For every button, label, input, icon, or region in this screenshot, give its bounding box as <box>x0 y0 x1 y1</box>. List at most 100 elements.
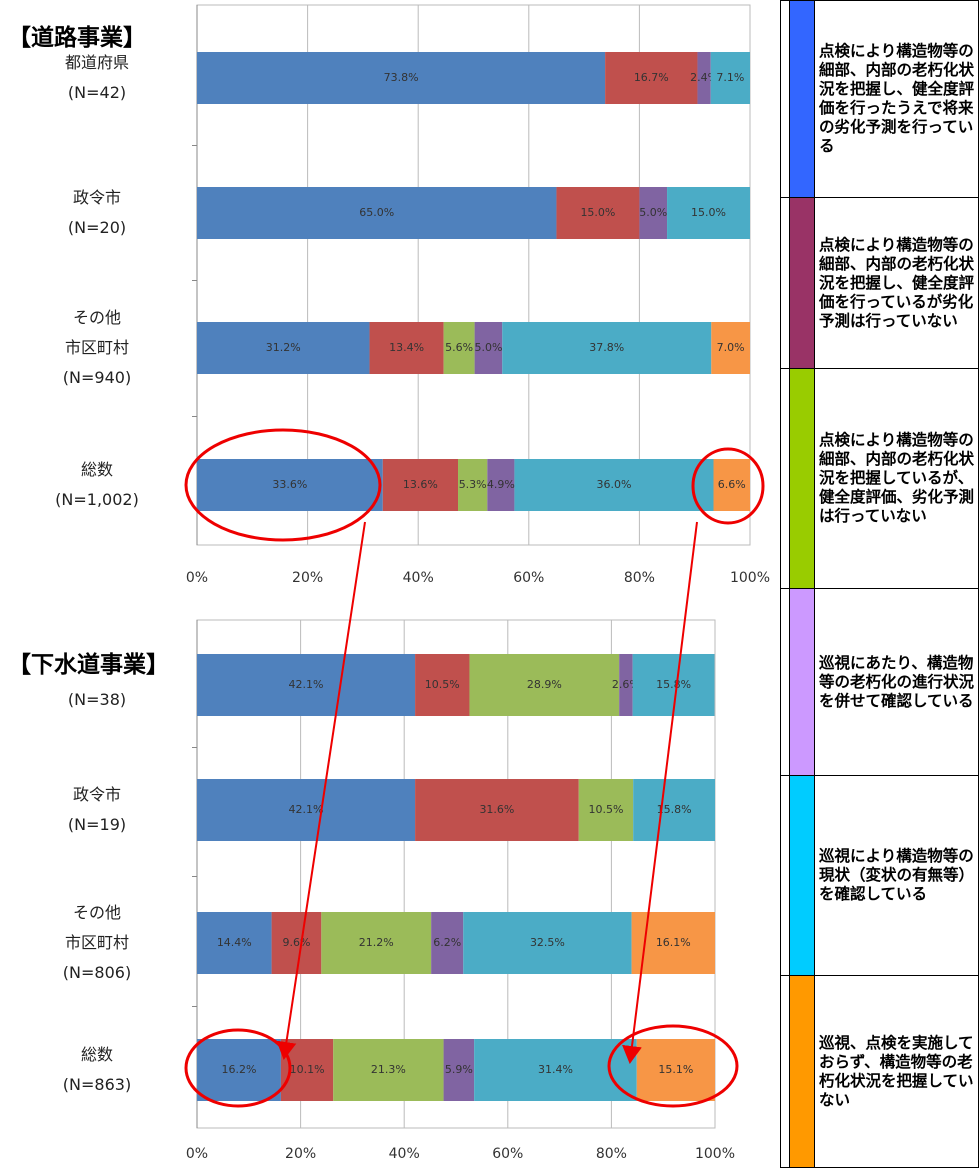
bar-segment <box>667 187 750 239</box>
x-tick-label: 0% <box>186 1146 208 1162</box>
bar-segment <box>197 52 606 104</box>
data-label: 5.0% <box>474 341 502 354</box>
legend-entry: 点検により構造物等の細部、内部の老朽化状況を把握し、健全度評価を行っているが劣化… <box>780 197 979 369</box>
legend-swatch <box>789 589 815 775</box>
data-label: 7.1% <box>716 71 744 84</box>
bar-segment <box>619 654 633 716</box>
x-tick-label: 40% <box>403 570 434 586</box>
bar-segment <box>382 459 459 511</box>
data-label: 15.0% <box>580 206 615 219</box>
x-tick-label: 0% <box>186 570 208 586</box>
legend-label: 巡視にあたり、構造物等の老朽化の進行状況を併せて確認している <box>819 653 975 710</box>
x-tick-label: 20% <box>292 570 323 586</box>
legend-swatch <box>789 976 815 1167</box>
bar-segment <box>605 52 698 104</box>
data-label: 5.0% <box>639 206 667 219</box>
data-label: 15.0% <box>691 206 726 219</box>
data-label: 15.1% <box>658 1063 693 1076</box>
data-label: 6.2% <box>433 936 461 949</box>
legend-entry: 巡視により構造物等の現状（変状の有無等）を確認している <box>780 775 979 976</box>
legend-label: 点検により構造物等の細部、内部の老朽化状況を把握しているが、健全度評価、劣化予測… <box>819 431 975 525</box>
bar-segment <box>415 654 470 716</box>
bar-segment <box>443 322 475 374</box>
x-tick-label: 80% <box>624 570 655 586</box>
data-label: 13.6% <box>403 478 438 491</box>
legend-label: 巡視、点検を実施しておらず、構造物等の老朽化状況を把握していない <box>819 1033 974 1109</box>
data-label: 7.0% <box>717 341 745 354</box>
bar-segment <box>697 52 711 104</box>
category-label: 総数 (N=863) <box>62 1045 132 1094</box>
bar-segment <box>710 52 750 104</box>
x-tick-label: 80% <box>596 1146 627 1162</box>
bar-segment <box>556 187 640 239</box>
x-tick-label: 60% <box>513 570 544 586</box>
data-label: 21.2% <box>359 936 394 949</box>
legend-label: 点検により構造物等の細部、内部の老朽化状況を把握し、健全度評価を行ったうえで将来… <box>819 42 975 155</box>
bar-segment <box>443 1039 475 1101</box>
data-label: 31.6% <box>479 803 514 816</box>
bar-segment <box>469 654 620 716</box>
highlight-ellipse <box>691 447 765 525</box>
legend-label: 点検により構造物等の細部、内部の老朽化状況を把握し、健全度評価を行っているが劣化… <box>819 235 975 330</box>
data-label: 15.8% <box>656 678 691 691</box>
bar-segment <box>197 654 416 716</box>
data-label: 32.5% <box>530 936 565 949</box>
bar-segment <box>197 322 370 374</box>
x-tick-label: 40% <box>389 1146 420 1162</box>
data-label: 36.0% <box>596 478 631 491</box>
data-label: 4.9% <box>487 478 515 491</box>
bar-segment <box>321 912 432 974</box>
bar-segment <box>636 1039 715 1101</box>
data-label: 13.4% <box>389 341 424 354</box>
data-label: 10.5% <box>588 803 623 816</box>
bar-segment <box>633 779 715 841</box>
bar-segment <box>458 459 488 511</box>
bar-segment <box>711 322 750 374</box>
data-label: 31.4% <box>538 1063 573 1076</box>
legend-label: 巡視により構造物等の現状（変状の有無等）を確認している <box>819 847 975 903</box>
bar-segment <box>502 322 712 374</box>
bar-segment <box>431 912 464 974</box>
bar-segment <box>369 322 444 374</box>
legend-swatch <box>789 369 815 588</box>
data-label: 31.2% <box>266 341 301 354</box>
category-label: その他 市区町村 (N=806) <box>62 903 132 982</box>
data-label: 21.3% <box>371 1063 406 1076</box>
bar-segment <box>197 912 272 974</box>
data-label: 5.6% <box>445 341 473 354</box>
legend-swatch <box>789 1 815 197</box>
bar-segment <box>463 912 632 974</box>
data-label: 16.1% <box>656 936 691 949</box>
data-label: 28.9% <box>527 678 562 691</box>
bar-segment <box>639 187 668 239</box>
data-label: 73.8% <box>384 71 419 84</box>
chart-title: 【下水道事業】 <box>8 645 169 679</box>
bar-segment <box>197 459 383 511</box>
data-label: 10.5% <box>425 678 460 691</box>
data-label: 65.0% <box>359 206 394 219</box>
data-label: 5.9% <box>445 1063 473 1076</box>
data-label: 42.1% <box>289 803 324 816</box>
data-label: 5.3% <box>459 478 487 491</box>
legend-entry: 点検により構造物等の細部、内部の老朽化状況を把握し、健全度評価を行ったうえで将来… <box>780 0 979 198</box>
chart-title: 【道路事業】 <box>8 18 146 52</box>
bar-segment <box>197 187 557 239</box>
bar-segment <box>415 779 579 841</box>
category-label: その他 市区町村 (N=940) <box>62 308 132 387</box>
category-label: 総数 (N=1,002) <box>55 460 139 509</box>
bar-segment <box>197 779 416 841</box>
bar-segment <box>487 459 515 511</box>
category-label: 都道府県 (N=42) <box>64 53 129 102</box>
x-tick-label: 100% <box>695 1146 735 1162</box>
legend-swatch <box>789 776 815 975</box>
x-tick-label: 20% <box>285 1146 316 1162</box>
data-label: 16.2% <box>221 1063 256 1076</box>
legend-swatch <box>789 198 815 368</box>
legend-entry: 巡視にあたり、構造物等の老朽化の進行状況を併せて確認している <box>780 588 979 776</box>
x-tick-label: 60% <box>492 1146 523 1162</box>
legend-entry: 点検により構造物等の細部、内部の老朽化状況を把握しているが、健全度評価、劣化予測… <box>780 368 979 589</box>
bar-segment <box>197 1039 281 1101</box>
annotation-arrow <box>622 521 698 1064</box>
